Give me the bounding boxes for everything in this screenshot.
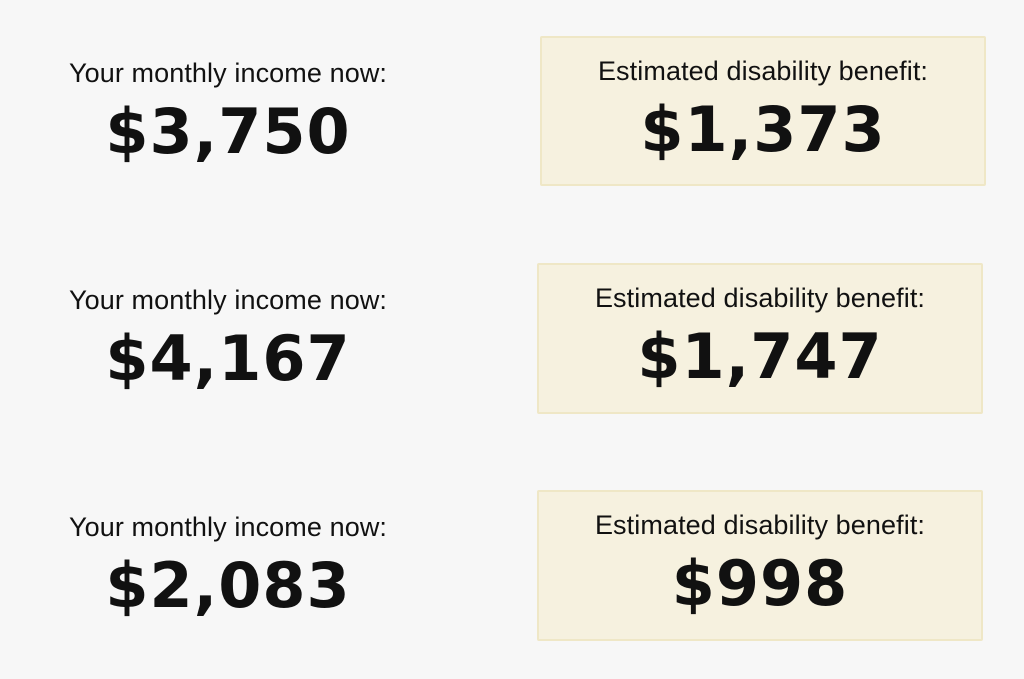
estimated-benefit-value: $998 [671,547,849,620]
current-income-value: $4,167 [105,322,351,395]
estimated-benefit-label: Estimated disability benefit: [594,510,926,540]
current-income-block: Your monthly income now: $2,083 [28,490,428,640]
current-income-value: $3,750 [105,95,351,168]
current-income-label: Your monthly income now: [68,512,388,542]
estimated-benefit-label: Estimated disability benefit: [597,56,929,86]
comparison-row-2: Your monthly income now: $4,167 Estimate… [0,263,1024,414]
current-income-block: Your monthly income now: $4,167 [28,263,428,413]
current-income-label: Your monthly income now: [68,285,388,315]
estimated-benefit-box: Estimated disability benefit: $1,747 [537,263,983,414]
estimated-benefit-box: Estimated disability benefit: $998 [537,490,983,641]
estimated-benefit-box: Estimated disability benefit: $1,373 [540,36,986,186]
estimated-benefit-value: $1,747 [637,320,883,393]
current-income-block: Your monthly income now: $3,750 [28,36,428,186]
current-income-label: Your monthly income now: [68,58,388,88]
estimated-benefit-label: Estimated disability benefit: [594,283,926,313]
estimated-benefit-value: $1,373 [640,93,886,166]
comparison-row-3: Your monthly income now: $2,083 Estimate… [0,490,1024,641]
comparison-row-1: Your monthly income now: $3,750 Estimate… [0,36,1024,186]
current-income-value: $2,083 [105,549,351,622]
